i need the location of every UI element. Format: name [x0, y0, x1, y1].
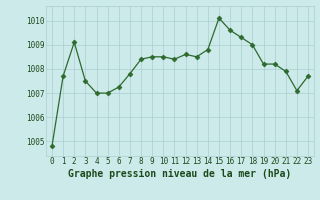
X-axis label: Graphe pression niveau de la mer (hPa): Graphe pression niveau de la mer (hPa) — [68, 169, 292, 179]
